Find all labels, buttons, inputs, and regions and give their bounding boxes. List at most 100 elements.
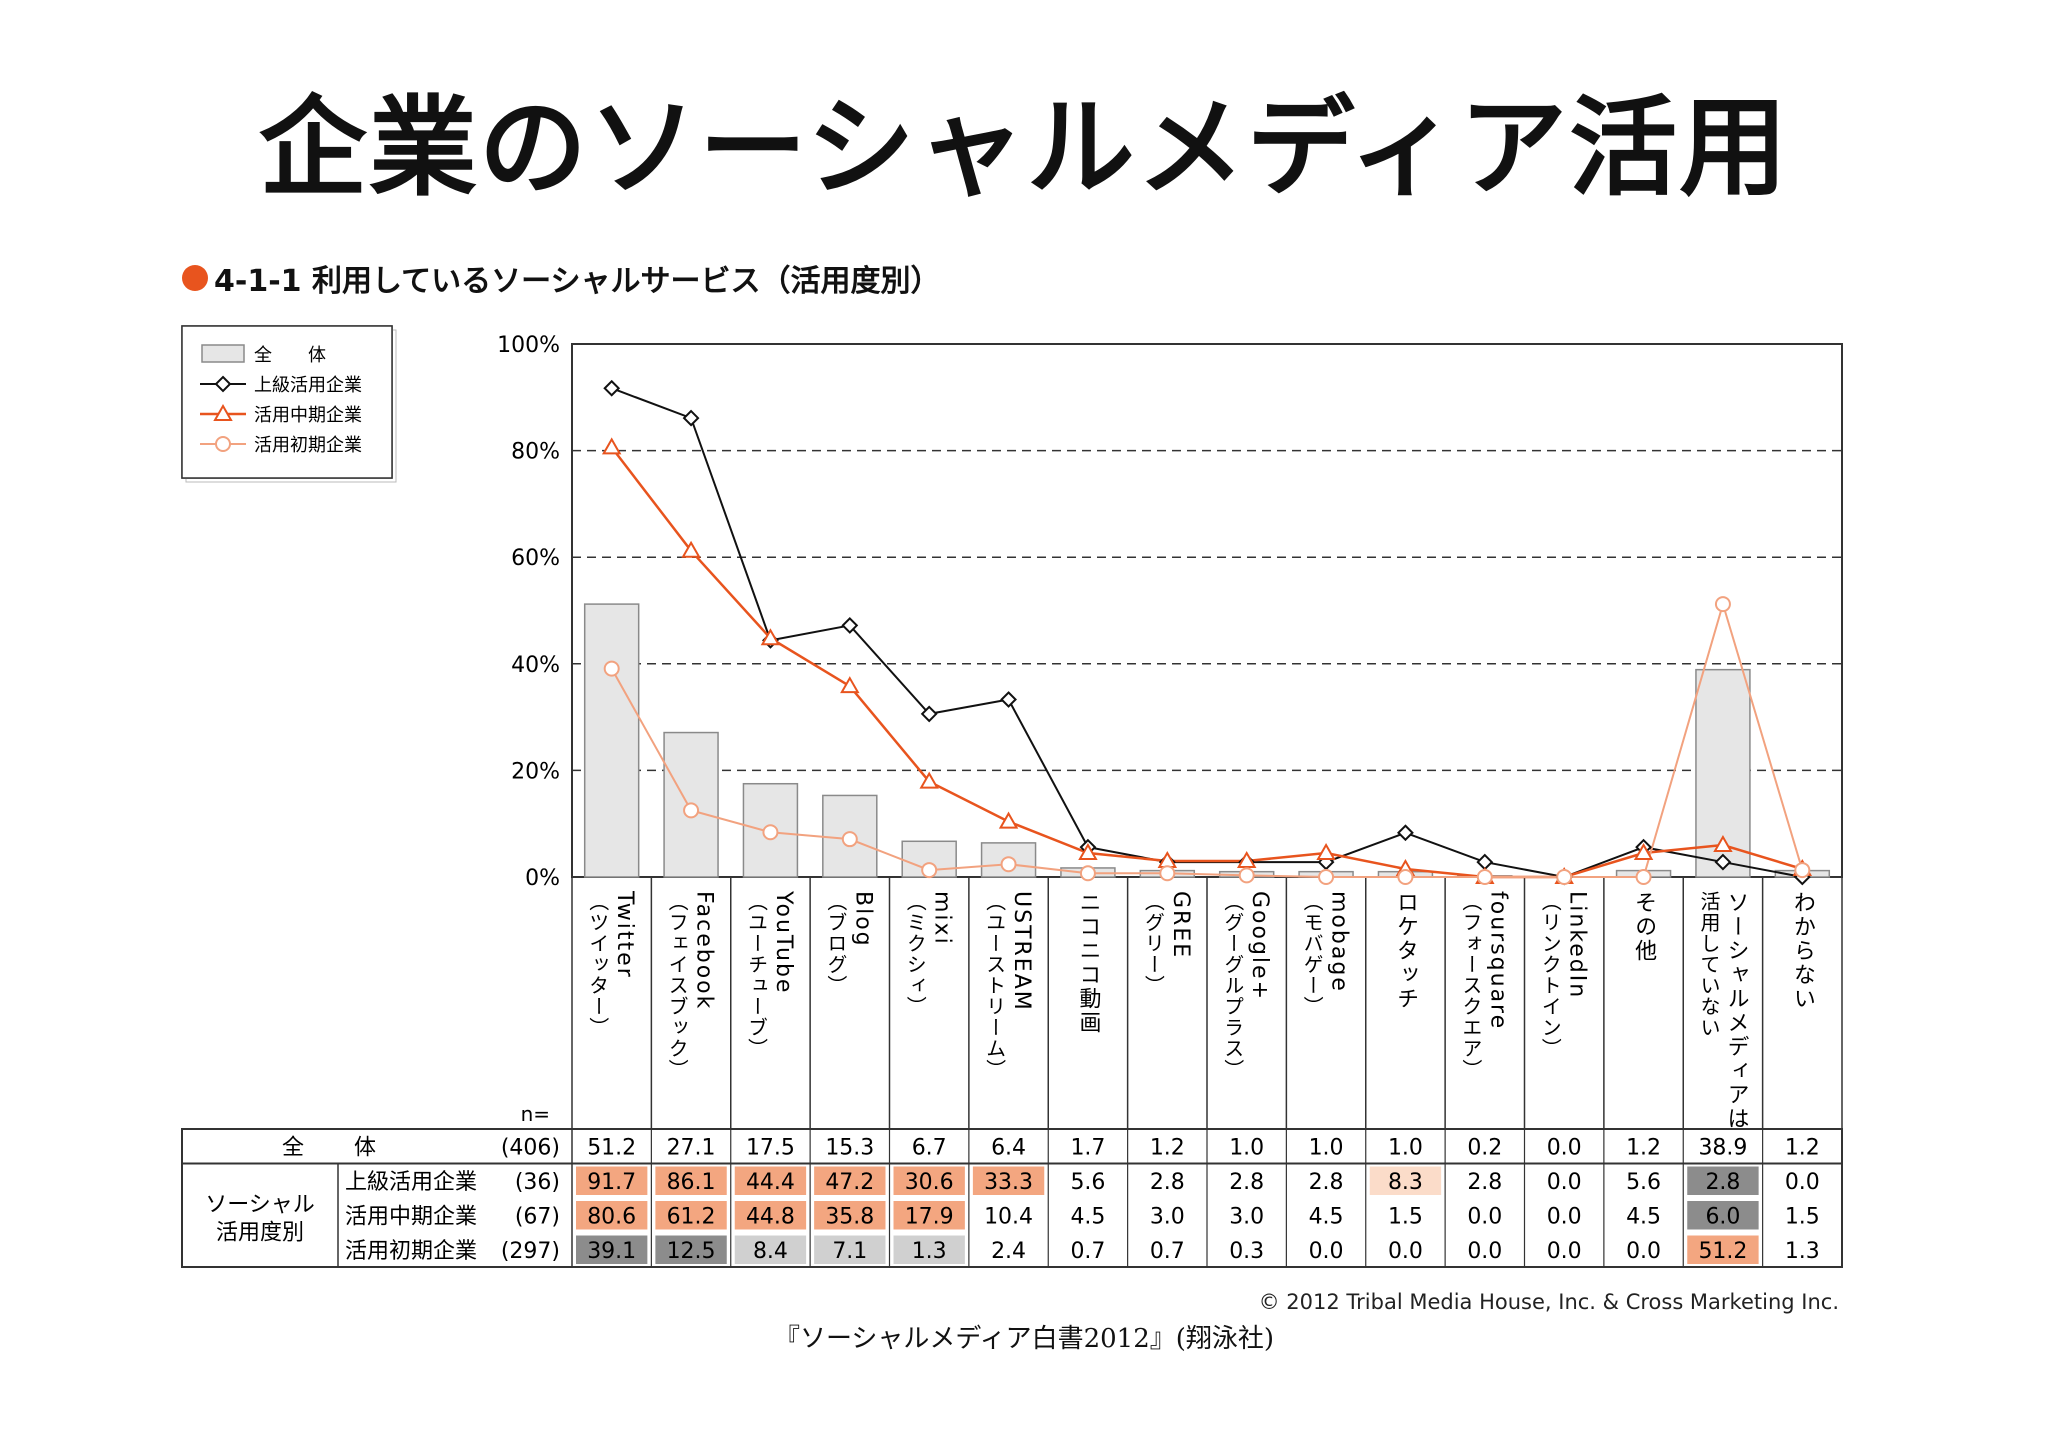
table-cell-value: 27.1 bbox=[667, 1135, 716, 1160]
category-label: わからない bbox=[1790, 891, 1815, 1011]
data-point-diamond bbox=[1000, 691, 1017, 708]
table-cell-value: 1.2 bbox=[1626, 1135, 1661, 1160]
y-tick-label: 100% bbox=[497, 333, 560, 358]
table-cell-value: 17.9 bbox=[905, 1204, 954, 1229]
table-cell-highlight bbox=[1687, 1235, 1759, 1264]
table-cell-value: 1.0 bbox=[1388, 1135, 1423, 1160]
table-row-n: (67) bbox=[515, 1204, 560, 1229]
table-cell-highlight bbox=[734, 1235, 807, 1264]
data-point-circle bbox=[1714, 596, 1731, 613]
table-row-n: (297) bbox=[501, 1239, 560, 1264]
table-cell-value: 0.7 bbox=[1150, 1239, 1185, 1264]
table-cell-value: 51.2 bbox=[587, 1135, 636, 1160]
table-cell-highlight bbox=[1687, 1166, 1759, 1195]
category-sublabel: （ブログ） bbox=[824, 891, 848, 996]
table-row-name: 活用中期企業 bbox=[345, 1204, 477, 1229]
table-cell-value: 2.8 bbox=[1309, 1170, 1344, 1195]
figure-label: 4-1-1 利用しているソーシャルサービス（活用度別） bbox=[182, 256, 940, 300]
table-cell-highlight bbox=[893, 1235, 965, 1264]
table-cell-value: 61.2 bbox=[667, 1204, 716, 1229]
table-cell-value: 1.2 bbox=[1785, 1135, 1820, 1160]
data-point-circle bbox=[1635, 869, 1652, 885]
table-cell-highlight bbox=[1687, 1201, 1759, 1230]
table-cell-value: 6.4 bbox=[991, 1135, 1026, 1160]
table-cell-value: 3.0 bbox=[1229, 1204, 1264, 1229]
table-cell-value: 0.0 bbox=[1547, 1204, 1582, 1229]
category-label: mixi bbox=[930, 891, 955, 946]
data-point-triangle bbox=[213, 403, 233, 421]
table-cell-value: 1.0 bbox=[1229, 1135, 1264, 1160]
data-point-circle bbox=[603, 660, 620, 677]
category-label: LinkedIn bbox=[1565, 891, 1590, 999]
table-cell-value: 0.0 bbox=[1388, 1239, 1423, 1264]
data-point-diamond bbox=[603, 379, 621, 397]
table-cell-value: 0.0 bbox=[1467, 1239, 1502, 1264]
table-cell-value: 0.3 bbox=[1229, 1239, 1264, 1264]
table-cell-value: 33.3 bbox=[984, 1170, 1033, 1195]
data-point-circle bbox=[1397, 869, 1414, 885]
table-cell-value: 0.0 bbox=[1626, 1239, 1661, 1264]
data-point-triangle bbox=[919, 771, 939, 789]
table-cell-highlight bbox=[576, 1201, 648, 1230]
data-point-circle bbox=[1556, 869, 1573, 885]
data-point-diamond bbox=[1476, 853, 1494, 871]
data-point-diamond bbox=[920, 705, 938, 723]
legend-label: 全 体 bbox=[254, 345, 326, 366]
table-cell-highlight bbox=[576, 1235, 648, 1264]
table-cell-value: 1.7 bbox=[1070, 1135, 1105, 1160]
data-point-circle bbox=[1159, 865, 1176, 882]
category-label: Blog bbox=[850, 891, 875, 948]
category-label: foursquare bbox=[1485, 891, 1510, 1030]
table-cell-value: 44.8 bbox=[746, 1204, 795, 1229]
table-cell-value: 30.6 bbox=[905, 1170, 954, 1195]
legend-label: 活用初期企業 bbox=[254, 435, 362, 456]
category-label: YouTube bbox=[771, 890, 796, 994]
table-cell-value: 1.3 bbox=[912, 1239, 947, 1264]
table-row-n: (36) bbox=[515, 1170, 560, 1195]
data-point-triangle bbox=[1713, 835, 1733, 853]
table-cell-value: 4.5 bbox=[1309, 1204, 1344, 1229]
data-point-circle bbox=[683, 802, 700, 819]
table-cell-value: 2.4 bbox=[991, 1239, 1026, 1264]
table-cell-value: 2.8 bbox=[1467, 1170, 1502, 1195]
table-cell-value: 80.6 bbox=[587, 1204, 636, 1229]
data-point-diamond bbox=[214, 375, 232, 393]
table-row-n: (406) bbox=[501, 1135, 560, 1160]
data-point-circle bbox=[1794, 862, 1811, 879]
data-point-circle bbox=[215, 436, 231, 452]
bar bbox=[583, 603, 640, 878]
table-cell-value: 39.1 bbox=[587, 1239, 636, 1264]
table-cell-value: 1.0 bbox=[1309, 1135, 1344, 1160]
table-cell-value: 17.5 bbox=[746, 1135, 795, 1160]
y-tick-label: 40% bbox=[511, 653, 560, 678]
data-point-circle bbox=[1318, 869, 1335, 885]
table-cell-value: 6.0 bbox=[1705, 1204, 1740, 1229]
category-sublabel: （フォースクエア） bbox=[1459, 891, 1483, 1080]
y-tick-label: 80% bbox=[511, 440, 560, 465]
table-cell-value: 3.0 bbox=[1150, 1204, 1185, 1229]
data-point-triangle bbox=[998, 811, 1019, 829]
table-cell-value: 1.3 bbox=[1785, 1239, 1820, 1264]
category-label: mobage bbox=[1327, 891, 1352, 993]
table-cell-value: 10.4 bbox=[984, 1204, 1033, 1229]
category-label: USTREAM bbox=[1009, 891, 1034, 1012]
table-n-label: n= bbox=[521, 1102, 550, 1126]
table-cell-highlight bbox=[655, 1201, 727, 1230]
table-cell-highlight bbox=[734, 1201, 807, 1230]
table-cell-highlight bbox=[972, 1166, 1045, 1195]
figure-label-text: 4-1-1 利用しているソーシャルサービス（活用度別） bbox=[214, 264, 941, 299]
data-point-circle bbox=[841, 831, 858, 848]
source-citation: 『ソーシャルメディア白書2012』(翔泳社) bbox=[773, 1324, 1275, 1354]
category-sublabel: （グーグルプラス） bbox=[1221, 891, 1245, 1080]
table-cell-value: 8.3 bbox=[1388, 1170, 1423, 1195]
table-cell-highlight bbox=[655, 1235, 727, 1264]
series-line bbox=[610, 446, 1803, 879]
table-cell-value: 5.6 bbox=[1070, 1170, 1105, 1195]
table-row-name: 全 体 bbox=[282, 1135, 378, 1160]
data-point-diamond bbox=[1397, 824, 1414, 842]
data-point-triangle bbox=[1236, 850, 1257, 869]
table-cell-highlight bbox=[576, 1166, 648, 1195]
legend-label: 活用中期企業 bbox=[254, 405, 362, 426]
table-cell-value: 7.1 bbox=[832, 1239, 867, 1264]
category-sublabel: （ミクシィ） bbox=[903, 891, 927, 1017]
